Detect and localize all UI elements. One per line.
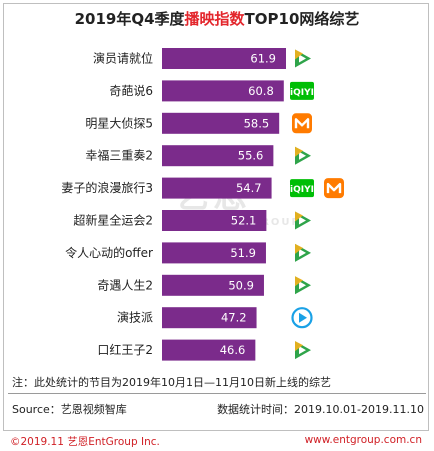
stats-period: 数据统计时间：2019.10.01-2019.11.10 [217,403,424,416]
category-label: 演技派 [117,310,153,325]
title-prefix: 2019年Q4季度 [74,10,185,28]
bar [162,210,267,231]
chart-title: 2019年Q4季度播映指数TOP10网络综艺 [0,8,434,29]
iqiyi-icon: iQIYI [290,179,314,198]
youku-icon [291,307,313,329]
mango-tv-icon [292,113,312,134]
tencent-video-icon [295,243,311,262]
category-label: 超新星全运会2 [73,213,153,228]
tencent-video-icon [295,211,311,230]
bar [162,339,256,361]
value-label: 52.1 [231,214,257,228]
title-suffix: TOP10网络综艺 [244,10,360,28]
iqiyi-icon: iQIYI [290,81,314,100]
category-label: 明星大侦探5 [85,116,153,130]
divider [8,393,426,394]
tencent-video-icon [295,276,311,295]
tencent-video-icon [295,49,311,68]
bar [162,80,284,102]
category-label: 口红王子2 [97,342,153,357]
category-label: 妻子的浪漫旅行3 [61,180,153,195]
title-highlight: 播映指数 [184,10,245,28]
category-label: 令人心动的offer [65,245,153,260]
category-label: 幸福三重奏2 [85,148,153,163]
bar [162,307,257,329]
value-label: 61.9 [250,52,276,66]
category-label: 奇遇人生2 [97,278,153,292]
bar [162,48,286,69]
mango-tv-icon [324,178,344,199]
bar [162,145,274,167]
iqiyi-icon-label: iQIYI [290,185,314,195]
value-label: 47.2 [221,311,247,325]
value-label: 46.6 [220,343,246,357]
chart-frame [3,3,429,431]
category-label: 演员请就位 [93,51,153,66]
bar [162,274,264,296]
value-label: 55.6 [238,149,264,163]
website-link[interactable]: www.entgroup.com.cn [304,434,422,446]
value-label: 60.8 [248,84,274,98]
bar [162,242,266,264]
tencent-video-icon [295,341,311,360]
bar [162,177,272,199]
category-label: 奇葩说6 [109,83,153,98]
footnote: 注：此处统计的节目为2019年10月1日—11月10日新上线的综艺 [12,376,331,389]
value-label: 50.9 [228,278,254,292]
value-label: 54.7 [236,181,262,195]
tencent-video-icon [295,146,311,165]
iqiyi-icon-label: iQIYI [290,88,314,98]
bar-chart: 演员请就位 61.9 奇葩说6 60.8 iQIYI 明星大侦探5 58.5 幸福三重奏2 55… [61,48,344,361]
copyright-text: ©2019.11 艺恩EntGroup Inc. [10,436,160,448]
source-text: Source：艺恩视频智库 [12,403,127,416]
value-label: 51.9 [230,246,256,260]
value-label: 58.5 [244,116,270,130]
bar [162,112,280,134]
